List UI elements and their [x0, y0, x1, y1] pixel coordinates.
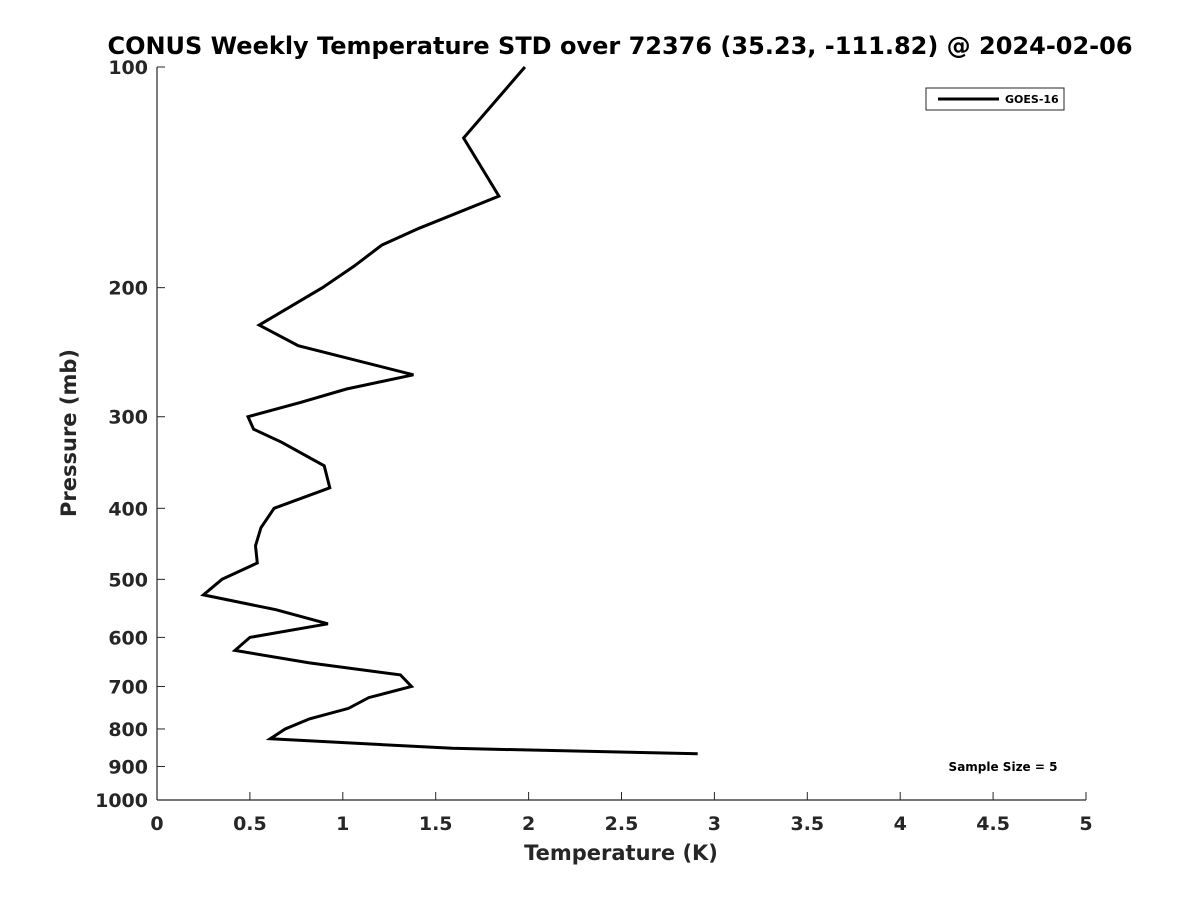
y-tick-label: 200 [108, 278, 148, 300]
y-axis-label: Pressure (mb) [57, 349, 81, 517]
x-tick-label: 0.5 [233, 813, 267, 835]
x-tick-label: 2 [522, 813, 535, 835]
x-tick-label: 0 [150, 813, 163, 835]
x-tick-label: 2.5 [605, 813, 639, 835]
y-tick-label: 700 [108, 676, 148, 698]
series-layer [200, 66, 698, 756]
y-tick-label: 900 [108, 756, 148, 778]
sample-size-annotation: Sample Size = 5 [949, 760, 1058, 774]
x-ticks: 0 0.5 1 1.5 2 2.5 3 3.5 4 4.5 5 [150, 792, 1093, 835]
x-tick-label: 4 [894, 813, 907, 835]
series-line-goes-16 [200, 66, 698, 756]
chart-title: CONUS Weekly Temperature STD over 72376 … [107, 32, 1132, 60]
y-tick-label: 1000 [95, 790, 148, 812]
y-tick-label: 400 [108, 498, 148, 520]
legend-label: GOES-16 [1005, 93, 1059, 106]
y-tick-label: 600 [108, 627, 148, 649]
x-tick-label: 1 [336, 813, 349, 835]
y-tick-label: 100 [108, 57, 148, 79]
x-axis-label: Temperature (K) [524, 841, 718, 865]
x-tick-label: 4.5 [976, 813, 1010, 835]
x-tick-label: 3 [708, 813, 721, 835]
legend: GOES-16 [925, 87, 1065, 111]
y-tick-label: 300 [108, 407, 148, 429]
x-tick-label: 1.5 [419, 813, 453, 835]
x-tick-label: 3.5 [790, 813, 824, 835]
y-tick-label: 500 [108, 569, 148, 591]
y-ticks: 100 200 300 400 500 600 700 800 900 1000 [95, 57, 165, 812]
y-tick-label: 800 [108, 719, 148, 741]
x-tick-label: 5 [1079, 813, 1092, 835]
